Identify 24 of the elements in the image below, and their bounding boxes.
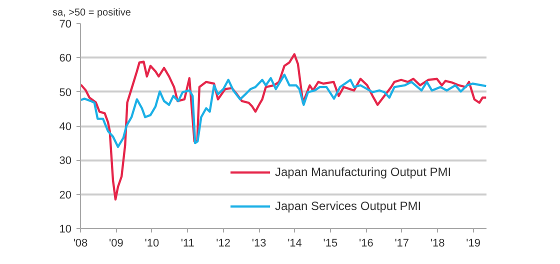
line-series xyxy=(80,53,486,201)
y-tick-label: 40 xyxy=(59,121,72,133)
y-tick-label: 30 xyxy=(59,155,72,168)
x-tick-label: '17 xyxy=(394,238,410,250)
x-tick-label: '19 xyxy=(466,238,480,250)
y-tick-label: 50 xyxy=(59,86,72,99)
x-tick-label: '14 xyxy=(288,238,302,250)
x-tick-label: '09 xyxy=(109,238,124,250)
x-tick-label: '10 xyxy=(144,238,160,250)
chart-subtitle: sa, >50 = positive xyxy=(52,8,132,18)
x-tick-label: '13 xyxy=(252,238,266,250)
y-tick-label: 70 xyxy=(59,18,72,30)
y-tick-label: 10 xyxy=(59,224,72,236)
legend-label: Japan Manufacturing Output PMI xyxy=(275,165,452,179)
x-tick-label: '08 xyxy=(73,238,88,250)
x-tick-label: '16 xyxy=(358,238,374,250)
y-tick-label: 20 xyxy=(59,189,72,202)
y-tick-label: 60 xyxy=(59,52,72,65)
x-tick-label: '12 xyxy=(216,238,231,250)
x-tick-label: '15 xyxy=(323,238,338,250)
legend-label: Japan Services Output PMI xyxy=(275,199,422,213)
x-tick-label: '18 xyxy=(430,238,445,250)
x-tick-label: '11 xyxy=(180,238,194,250)
line-series xyxy=(80,74,486,148)
